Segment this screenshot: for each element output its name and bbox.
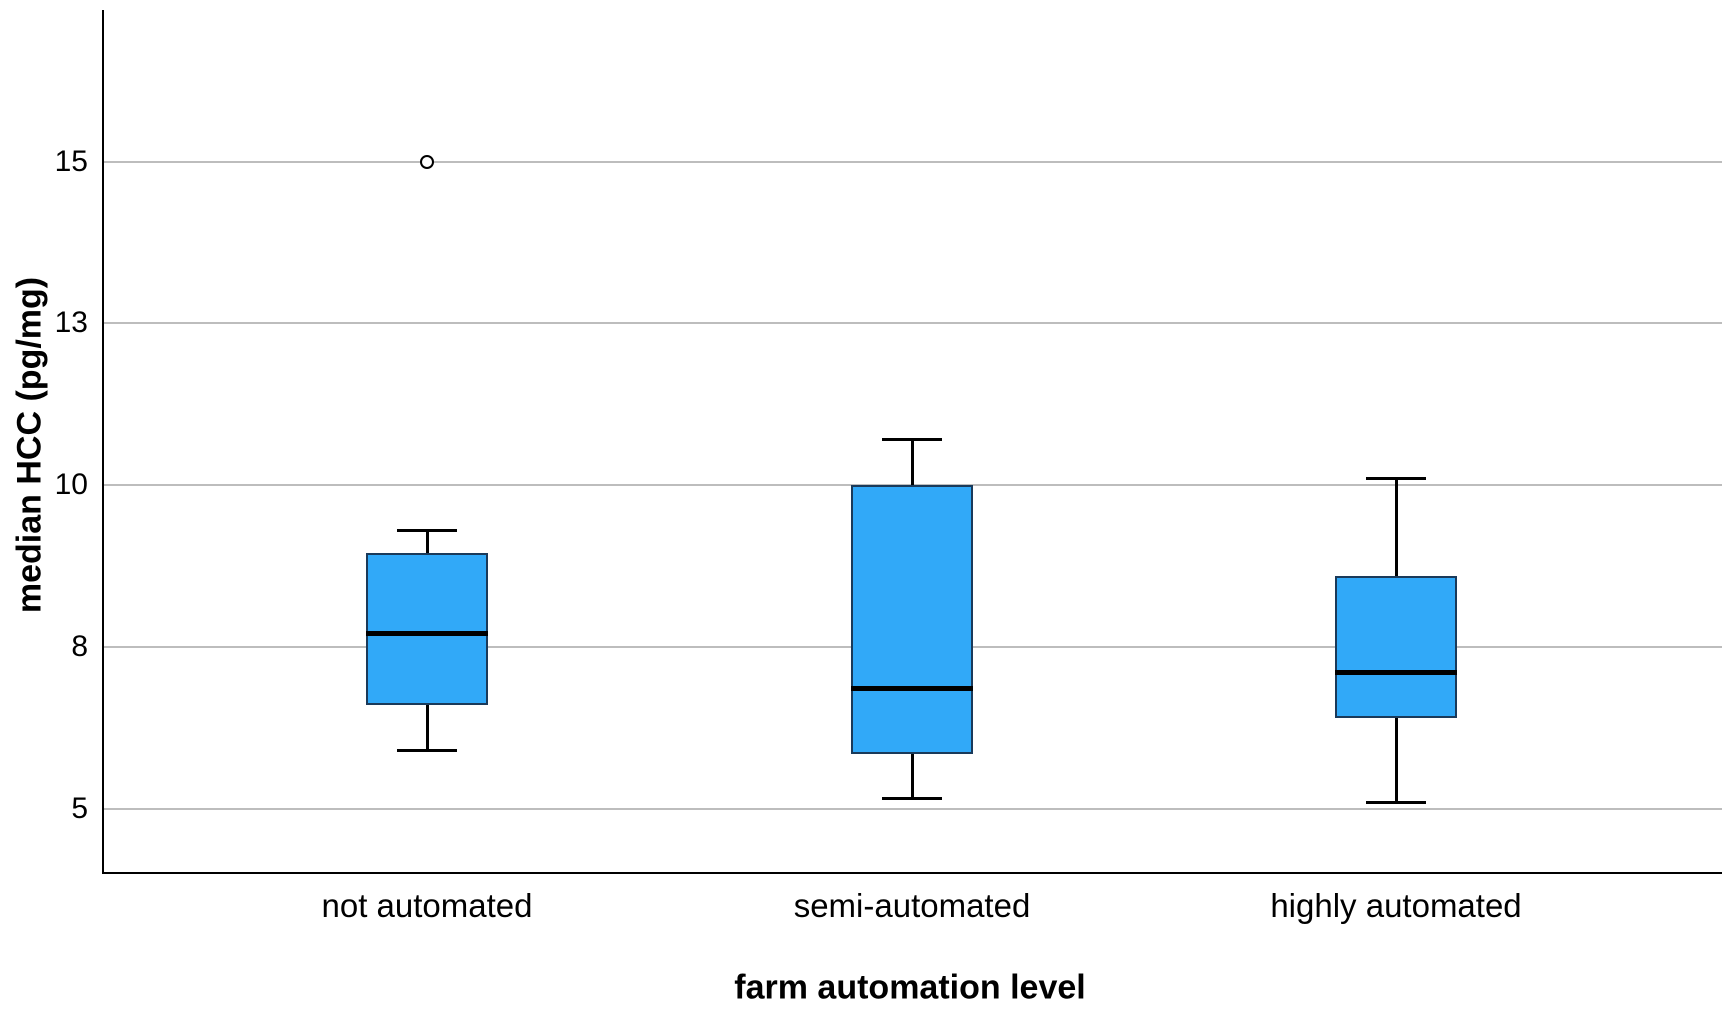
whisker-cap-top	[397, 528, 457, 532]
y-tick-label: 15	[54, 144, 88, 178]
gridline	[103, 160, 1722, 163]
median-line	[366, 631, 488, 637]
whisker-cap-top	[1366, 477, 1426, 481]
x-axis-title: farm automation level	[734, 968, 1086, 1007]
category-label: semi-automated	[793, 887, 1031, 924]
whisker-cap-top	[882, 438, 942, 442]
whisker-cap-bottom	[882, 797, 942, 801]
median-line	[1335, 670, 1457, 676]
whisker-lower-line	[1394, 717, 1398, 803]
y-tick-label: 10	[54, 468, 88, 501]
x-axis-line	[102, 872, 1722, 874]
whisker-lower-line	[425, 704, 429, 751]
whisker-upper-line	[910, 439, 914, 485]
whisker-upper-line	[425, 530, 429, 553]
gridline	[103, 807, 1722, 810]
y-tick-label: 13	[54, 306, 88, 340]
y-tick-label: 8	[71, 629, 88, 663]
category-label: not automated	[321, 887, 533, 924]
y-tick-label: 5	[71, 791, 88, 825]
whisker-lower-line	[910, 753, 914, 799]
gridline	[103, 322, 1722, 325]
category-label: highly automated	[1270, 887, 1522, 924]
whisker-cap-bottom	[1366, 800, 1426, 804]
y-axis-line	[102, 10, 104, 874]
outlier-point	[420, 154, 434, 169]
whisker-upper-line	[1394, 478, 1398, 576]
box-rect	[366, 552, 488, 705]
box-rect	[851, 485, 973, 754]
box-rect	[1335, 575, 1457, 718]
median-line	[851, 686, 973, 692]
whisker-cap-bottom	[397, 748, 457, 752]
